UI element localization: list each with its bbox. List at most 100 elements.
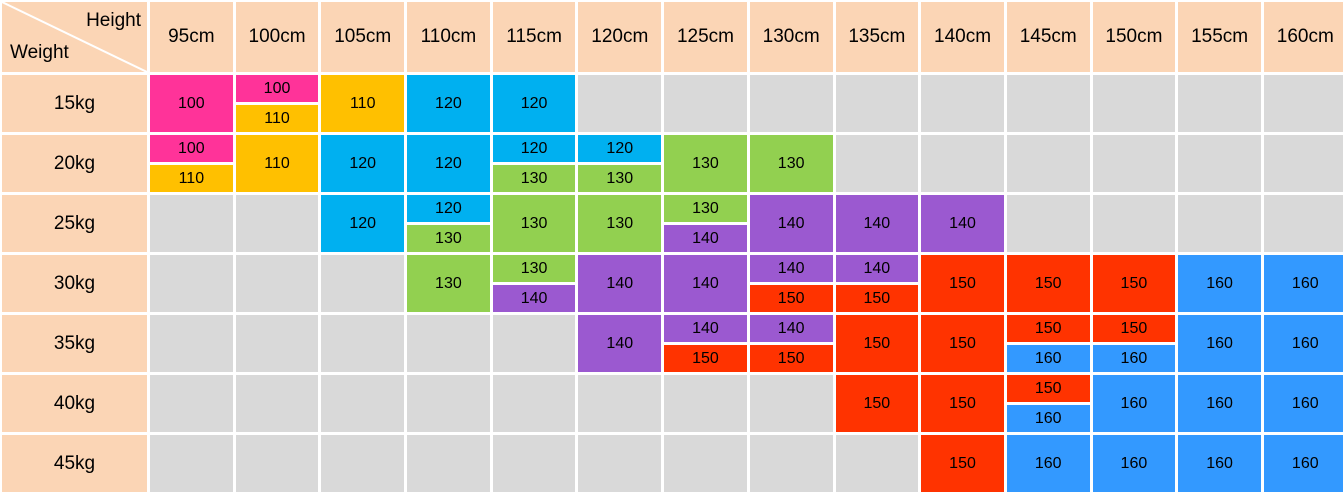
- size-label: 130: [492, 195, 576, 252]
- empty-cell: [1178, 195, 1261, 252]
- size-cell: 140 150: [749, 255, 833, 312]
- size-label: 160: [1092, 435, 1176, 492]
- empty-cell: [321, 315, 405, 372]
- empty-cell: [664, 435, 747, 492]
- size-label: 150: [921, 315, 1004, 372]
- size-label: 120: [492, 135, 576, 162]
- size-cell: 110: [321, 75, 405, 132]
- size-cell: 140 150: [749, 315, 833, 372]
- size-label: 140: [664, 255, 747, 312]
- size-cell: 150 160: [1006, 315, 1090, 372]
- size-label: 160: [1006, 345, 1090, 372]
- size-cell: 130 140: [492, 255, 576, 312]
- size-cell: 120 130: [578, 135, 662, 192]
- size-label: 150: [835, 315, 919, 372]
- size-label: 160: [1263, 255, 1343, 312]
- size-label: 100: [150, 135, 233, 162]
- empty-cell: [1178, 75, 1261, 132]
- size-label: 140: [749, 315, 833, 342]
- empty-cell: [235, 195, 319, 252]
- size-cell: 130: [578, 195, 662, 252]
- height-header: 150cm: [1092, 2, 1176, 72]
- size-label: 150: [749, 345, 833, 372]
- size-label: 120: [492, 75, 576, 132]
- size-label: 150: [835, 375, 919, 432]
- size-cell: 150: [921, 375, 1004, 432]
- size-label: 120: [407, 195, 490, 222]
- empty-cell: [1006, 195, 1090, 252]
- size-label: 130: [749, 135, 833, 192]
- empty-cell: [150, 375, 233, 432]
- size-label: 150: [1006, 375, 1090, 402]
- size-cell: 160: [1006, 435, 1090, 492]
- height-header: 155cm: [1178, 2, 1261, 72]
- size-label: 160: [1092, 375, 1176, 432]
- empty-cell: [150, 435, 233, 492]
- size-cell: 120 130: [492, 135, 576, 192]
- empty-cell: [921, 75, 1004, 132]
- height-header: 145cm: [1006, 2, 1090, 72]
- empty-cell: [492, 315, 576, 372]
- size-label: 150: [1092, 255, 1176, 312]
- size-label: 130: [578, 195, 662, 252]
- size-cell: 100 110: [235, 75, 319, 132]
- empty-cell: [578, 75, 662, 132]
- size-label: 130: [492, 255, 576, 282]
- size-cell: 150 160: [1006, 375, 1090, 432]
- empty-cell: [235, 435, 319, 492]
- size-label: 150: [835, 285, 919, 312]
- empty-cell: [749, 375, 833, 432]
- size-cell: 120: [492, 75, 576, 132]
- size-cell: 140: [749, 195, 833, 252]
- size-cell: 150: [1006, 255, 1090, 312]
- empty-cell: [835, 135, 919, 192]
- size-cell: 100: [150, 75, 233, 132]
- size-label: 140: [578, 315, 662, 372]
- diagonal-divider: [2, 2, 147, 72]
- height-header: 120cm: [578, 2, 662, 72]
- empty-cell: [1006, 75, 1090, 132]
- size-cell: 150: [921, 435, 1004, 492]
- weight-header: 15kg: [2, 75, 147, 132]
- size-cell: 160: [1178, 255, 1261, 312]
- size-cell: 130: [664, 135, 747, 192]
- size-cell: 150 160: [1092, 315, 1176, 372]
- size-cell: 140 150: [835, 255, 919, 312]
- size-cell: 150: [921, 315, 1004, 372]
- size-label: 140: [664, 315, 747, 342]
- size-cell: 150: [1092, 255, 1176, 312]
- size-label: 150: [921, 435, 1004, 492]
- size-label: 150: [1092, 315, 1176, 342]
- empty-cell: [835, 435, 919, 492]
- height-header: 95cm: [150, 2, 233, 72]
- height-axis-label: Height: [86, 10, 141, 31]
- size-label: 110: [321, 75, 405, 132]
- size-label: 140: [578, 255, 662, 312]
- size-label: 130: [407, 225, 490, 252]
- size-label: 110: [235, 105, 319, 132]
- empty-cell: [235, 315, 319, 372]
- size-label: 150: [921, 255, 1004, 312]
- size-label: 160: [1092, 345, 1176, 372]
- size-label: 160: [1006, 405, 1090, 432]
- size-cell: 130: [492, 195, 576, 252]
- size-cell: 140 150: [664, 315, 747, 372]
- size-cell: 120: [407, 135, 490, 192]
- size-label: 160: [1263, 435, 1343, 492]
- size-label: 160: [1178, 435, 1261, 492]
- size-label: 120: [321, 135, 405, 192]
- weight-header: 25kg: [2, 195, 147, 252]
- size-label: 130: [664, 195, 747, 222]
- size-label: 150: [921, 375, 1004, 432]
- size-label: 100: [235, 75, 319, 102]
- empty-cell: [1263, 195, 1343, 252]
- size-label: 150: [749, 285, 833, 312]
- size-cell: 140: [664, 255, 747, 312]
- size-label: 140: [749, 255, 833, 282]
- size-cell: 120: [321, 135, 405, 192]
- size-cell: 130: [749, 135, 833, 192]
- empty-cell: [1092, 135, 1176, 192]
- size-label: 150: [664, 345, 747, 372]
- empty-cell: [235, 255, 319, 312]
